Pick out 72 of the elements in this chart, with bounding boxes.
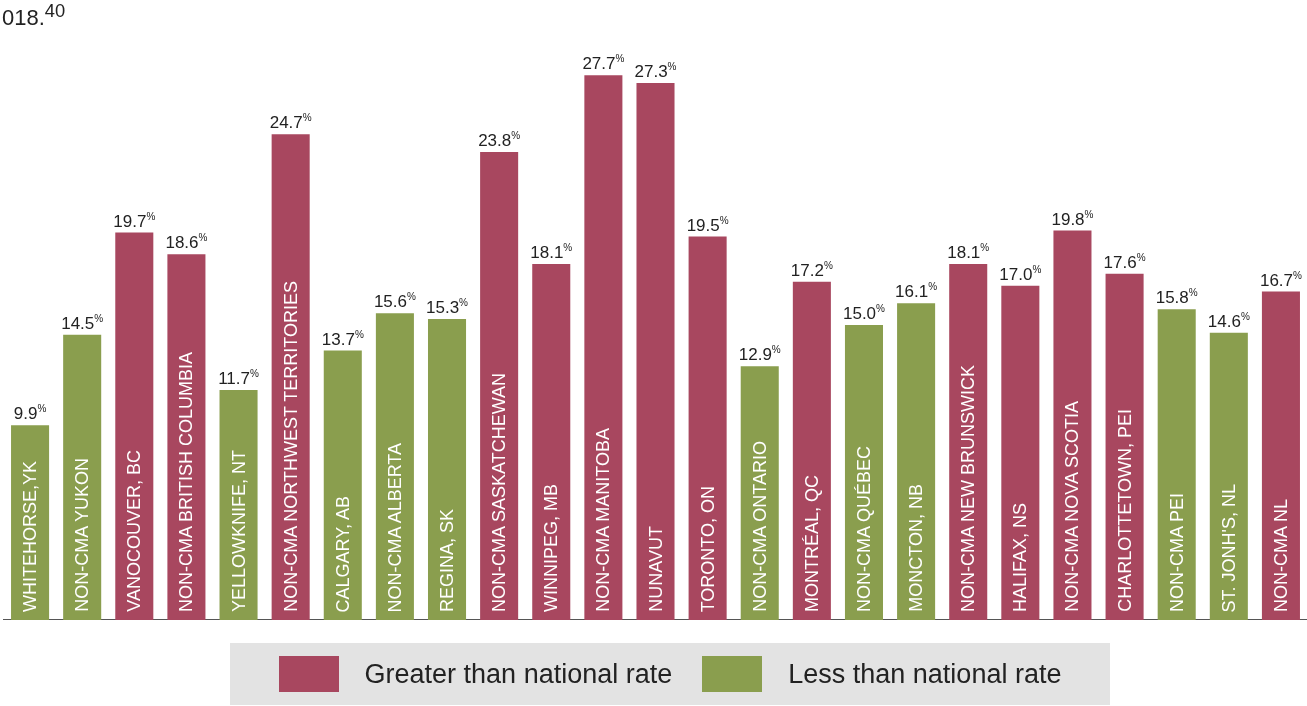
x-tick-label: VANOCOUVER, BC (123, 450, 146, 612)
legend-label: Greater than national rate (364, 658, 673, 690)
x-tick-label: NON-CMA QUÉBEC (852, 445, 875, 612)
x-tick-label: NON-CMA MANITOBA (592, 428, 615, 612)
bar (323, 350, 362, 620)
data-label: 19.8% (1051, 208, 1094, 229)
bar (375, 313, 414, 620)
x-tick-label: CALGARY, AB (331, 495, 354, 612)
data-label: 19.7% (113, 210, 156, 231)
data-label: 17.2% (790, 259, 833, 280)
x-tick-label: NUNAVUT (644, 526, 667, 612)
bar (115, 232, 154, 620)
chart-title: 018.$^{40}$ (2, 0, 66, 32)
data-label: 18.6% (165, 232, 208, 253)
data-label: 11.7% (218, 367, 260, 388)
data-label: 17.0% (999, 263, 1042, 284)
data-label: 24.7% (269, 112, 312, 133)
bar (897, 303, 936, 620)
x-tick-label: NON-CMA YUKON (71, 458, 94, 612)
bar (428, 319, 467, 620)
legend-label: Less than national rate (788, 658, 1062, 690)
data-label: 14.5% (61, 312, 104, 333)
data-label: 15.8% (1155, 287, 1198, 308)
data-label: 19.5% (686, 214, 729, 235)
data-label: 16.7% (1259, 269, 1303, 290)
bar (532, 264, 571, 620)
data-label: 9.9% (13, 403, 47, 424)
bar (1105, 273, 1144, 620)
data-label: 18.1% (947, 242, 990, 263)
bar (1053, 230, 1092, 620)
data-label: 18.1% (530, 242, 573, 263)
x-tick-label: NON-CMA NORTHWEST TERRITORIES (279, 281, 302, 612)
bar (636, 83, 675, 620)
data-label: 12.9% (738, 344, 781, 365)
x-tick-label: NON-CMA ONTARIO (748, 441, 771, 612)
data-label: 15.3% (426, 297, 469, 318)
x-tick-label: NON-CMA SASKATCHEWAN (488, 372, 511, 612)
bar (1209, 332, 1248, 620)
x-tick-label: MONCTON, NB (905, 484, 928, 612)
x-tick-label: NON-CMA NEW BRUNSWICK (957, 365, 980, 612)
x-tick-label: HALIFAX, NS (1009, 502, 1032, 612)
x-tick-label: YELLOWKNIFE, NT (227, 449, 250, 612)
x-tick-label: NON-CMA NL (1269, 498, 1292, 612)
data-label: 16.1% (895, 281, 938, 302)
x-tick-label: CHARLOTTETOWN, PEI (1113, 409, 1136, 612)
x-tick-label: REGINA, SK (436, 508, 458, 612)
data-label: 15.6% (373, 291, 416, 312)
bar (1157, 309, 1196, 620)
bar (792, 281, 831, 620)
bar (1261, 291, 1300, 620)
x-tick-label: NON-CMA PEI (1165, 492, 1188, 612)
x-tick-label: ST. JONH'S, NL (1217, 483, 1240, 612)
data-label: 23.8% (478, 129, 521, 150)
data-label: 27.7% (582, 53, 625, 74)
bar (844, 325, 883, 620)
data-label: 13.7% (321, 328, 364, 349)
x-tick-label: WINNIPEG, MB (540, 483, 563, 612)
x-tick-label: NON-CMA ALBERTA (383, 442, 406, 612)
bar (63, 334, 102, 620)
bar (1001, 285, 1040, 620)
data-label: 17.6% (1103, 251, 1146, 272)
x-tick-label: MONTRÉAL, QC (800, 474, 823, 612)
x-tick-label: WHITEHORSE,YK (19, 460, 42, 612)
bar (688, 236, 727, 620)
data-label: 14.6% (1207, 310, 1250, 331)
data-label: 27.3% (634, 61, 677, 82)
x-tick-label: NON-CMA BRITISH COLUMBIA (175, 351, 198, 612)
x-tick-label: NON-CMA NOVA SCOTIA (1061, 401, 1084, 612)
data-label: 15.0% (842, 303, 886, 323)
bar (480, 151, 519, 620)
bar (584, 75, 623, 620)
x-tick-label: TORONTO, ON (696, 485, 719, 612)
